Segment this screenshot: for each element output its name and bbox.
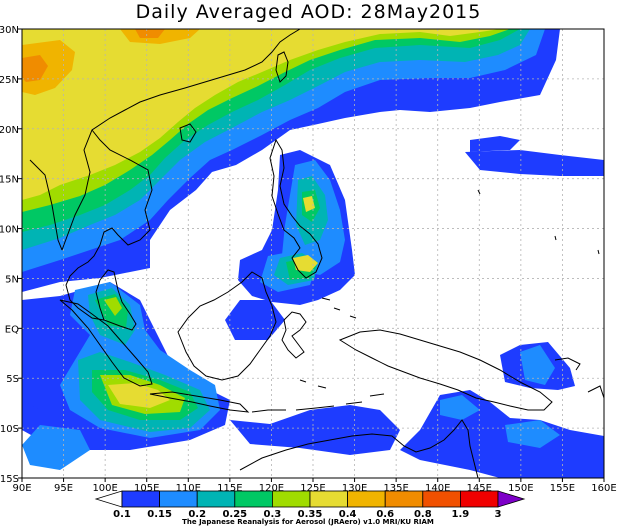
colorbar-box xyxy=(384,490,424,508)
lon-tick-label: 150E xyxy=(508,483,533,494)
coast-new-guinea xyxy=(338,329,553,411)
colorbar: 0.1 0.15 0.2 0.25 0.3 0.35 0.4 0.6 0.8 1.9 3 xyxy=(94,490,526,520)
lat-tick-label: 10N xyxy=(0,225,19,236)
lat-tick-label: 30N xyxy=(0,25,19,36)
aod-band-0.35 xyxy=(22,29,500,408)
colorbar-level-label: 0.8 xyxy=(414,509,432,520)
lon-tick-label: 125E xyxy=(300,483,325,494)
coast-sulawesi xyxy=(281,311,307,359)
lat-tick-label: 15S xyxy=(0,474,19,485)
colorbar-level-label: 0.4 xyxy=(339,509,357,520)
colorbar-high-triangle xyxy=(497,490,526,508)
lon-tick-label: 100E xyxy=(92,483,117,494)
coast-bismarck xyxy=(554,357,604,399)
lat-tick-label: 25N xyxy=(0,75,19,86)
coast-malay-peninsula xyxy=(95,269,137,331)
coast-borneo xyxy=(177,271,277,381)
longitude-axis: 90E 95E 100E 105E 110E 115E 120E 125E 130E 135E 14… xyxy=(12,478,617,494)
lon-tick-label: 135E xyxy=(383,483,408,494)
colorbar-level-label: 3 xyxy=(495,509,502,520)
colorbar-level-label: 0.6 xyxy=(376,509,394,520)
lat-tick-label: 5S xyxy=(6,374,19,385)
colorbar-level-label: 1.9 xyxy=(452,509,470,520)
lon-tick-label: 90E xyxy=(12,483,31,494)
lon-tick-label: 95E xyxy=(54,483,73,494)
colorbar-box xyxy=(159,490,198,508)
coast-small-islands xyxy=(299,189,600,389)
lat-tick-label: 15N xyxy=(0,175,19,186)
lat-tick-label: 5N xyxy=(5,274,19,285)
coast-hainan xyxy=(179,123,197,143)
lat-tick-label: EQ xyxy=(5,324,19,335)
lon-tick-label: 160E xyxy=(591,483,616,494)
coast-lesser-sunda xyxy=(251,393,385,413)
coastlines xyxy=(29,29,604,478)
coast-australia xyxy=(239,419,479,478)
colorbar-box xyxy=(271,490,311,508)
colorbar-level-label: 0.2 xyxy=(188,509,206,520)
colorbar-box xyxy=(196,490,236,508)
lon-tick-label: 140E xyxy=(425,483,450,494)
lat-tick-label: 10S xyxy=(0,424,19,435)
coast-java xyxy=(149,391,250,413)
grid-lines xyxy=(22,29,604,478)
colorbar-box xyxy=(347,490,386,508)
colorbar-box xyxy=(309,490,348,508)
colorbar-level-label: 0.25 xyxy=(222,509,247,520)
coast-asia-mainland xyxy=(29,29,301,251)
colorbar-level-label: 0.15 xyxy=(147,509,172,520)
lon-tick-label: 105E xyxy=(134,483,159,494)
aod-band-0.6 xyxy=(22,29,165,82)
coast-taiwan xyxy=(275,51,289,83)
lon-tick-label: 115E xyxy=(217,483,242,494)
map-title: Daily Averaged AOD: 28May2015 xyxy=(135,1,482,23)
lon-tick-label: 120E xyxy=(259,483,284,494)
coast-indochina xyxy=(65,129,153,321)
colorbar-box xyxy=(121,490,160,508)
colorbar-box xyxy=(422,490,461,508)
colorbar-box xyxy=(459,490,499,508)
lon-tick-label: 155E xyxy=(550,483,575,494)
colorbar-level-label: 0.1 xyxy=(113,509,131,520)
coast-philippines xyxy=(269,138,323,279)
coast-sumatra xyxy=(59,299,153,387)
colorbar-box xyxy=(234,490,273,508)
latitude-axis: 15S 10S 5S EQ 5N 10N 15N 20N 25N 30N xyxy=(0,25,22,485)
lon-tick-label: 145E xyxy=(467,483,492,494)
lon-tick-label: 130E xyxy=(342,483,367,494)
lat-tick-label: 20N xyxy=(0,125,19,136)
colorbar-level-label: 0.3 xyxy=(264,509,282,520)
lon-tick-label: 110E xyxy=(176,483,201,494)
colorbar-level-label: 0.35 xyxy=(298,509,323,520)
credit-text: The Japanese Reanalysis for Aerosol (JRA… xyxy=(182,518,434,526)
